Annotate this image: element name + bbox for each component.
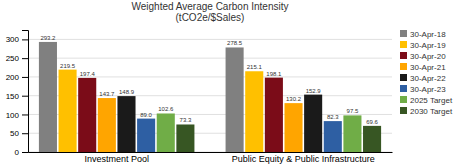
data-label: 97.5 xyxy=(347,108,359,114)
bars xyxy=(39,42,381,152)
y-tick: 200 xyxy=(6,73,28,82)
y-tick: 0 xyxy=(15,148,28,157)
x-axis: Investment Pool Public Equity & Public In… xyxy=(29,153,393,165)
y-tick-mark xyxy=(22,96,28,97)
y-tick-mark xyxy=(22,133,28,134)
y-tick-mark xyxy=(22,58,28,59)
data-label: 198.1 xyxy=(266,71,282,77)
data-labels: 293.2 278.5 219.5 215.1 197.4 198.1 143.7 130.2… xyxy=(40,35,378,125)
bar xyxy=(226,47,244,152)
bar xyxy=(59,70,77,152)
bar xyxy=(137,119,155,152)
legend-label: 30-Apr-21 xyxy=(410,63,446,72)
legend-item: 30-Apr-23 xyxy=(400,85,446,94)
y-tick-label: 50 xyxy=(10,129,19,138)
bar xyxy=(363,126,381,152)
legend-item: 30-Apr-19 xyxy=(400,41,446,50)
legend-swatch xyxy=(400,74,407,81)
legend-label: 2025 Target xyxy=(410,96,453,105)
data-label: 69.6 xyxy=(366,119,378,125)
bar xyxy=(265,78,283,152)
legend-swatch xyxy=(400,63,407,70)
data-label: 278.5 xyxy=(227,40,243,46)
grid-line xyxy=(28,58,392,59)
legend-item: 30-Apr-20 xyxy=(400,52,446,61)
legend-swatch xyxy=(400,30,407,37)
title-line: (tCO2e/$Sales) xyxy=(176,12,245,23)
y-tick-mark xyxy=(22,114,28,115)
legend-swatch xyxy=(400,96,407,103)
data-label: 73.3 xyxy=(180,117,192,123)
legend-label: 2030 Target xyxy=(410,107,453,116)
y-tick-label: 250 xyxy=(6,54,20,63)
y-tick-label: 100 xyxy=(6,111,20,120)
data-label: 130.2 xyxy=(286,96,302,102)
legend-swatch xyxy=(400,107,407,114)
title-line: Weighted Average Carbon Intensity xyxy=(132,1,289,12)
y-tick: 100 xyxy=(6,111,28,120)
x-tick: Investment Pool xyxy=(84,154,149,164)
data-label: 219.5 xyxy=(60,63,76,69)
y-tick-label: 0 xyxy=(15,148,20,157)
legend-label: 30-Apr-22 xyxy=(410,74,446,83)
legend-item: 2030 Target xyxy=(400,107,453,116)
y-tick-label: 150 xyxy=(6,92,20,101)
legend-label: 30-Apr-23 xyxy=(410,85,446,94)
x-tick-label: Public Equity & Public Infrastructure xyxy=(232,154,375,164)
y-axis-line xyxy=(22,31,29,153)
bar xyxy=(157,113,175,152)
legend-swatch xyxy=(400,41,407,48)
y-tick-mark xyxy=(22,39,28,40)
bar xyxy=(304,95,322,152)
legend-swatch xyxy=(400,85,407,92)
legend: 30-Apr-18 30-Apr-19 30-Apr-20 30-Apr-21 30-A… xyxy=(400,30,453,116)
bar xyxy=(39,42,57,152)
bar xyxy=(245,71,263,152)
data-label: 293.2 xyxy=(40,35,56,41)
bar xyxy=(117,96,135,152)
chart: Weighted Average Carbon Intensity(tCO2e/… xyxy=(0,0,474,168)
x-tick-label: Investment Pool xyxy=(84,154,149,164)
bar xyxy=(176,124,194,152)
title: Weighted Average Carbon Intensity(tCO2e/… xyxy=(132,1,289,23)
legend-label: 30-Apr-19 xyxy=(410,41,446,50)
data-label: 148.9 xyxy=(119,89,135,95)
x-tick: Public Equity & Public Infrastructure xyxy=(232,154,375,164)
y-tick: 300 xyxy=(6,35,28,44)
data-label: 215.1 xyxy=(247,64,263,70)
legend-label: 30-Apr-18 xyxy=(410,30,446,39)
bar xyxy=(324,121,342,152)
y-tick-mark xyxy=(22,77,28,78)
legend-item: 30-Apr-21 xyxy=(400,63,446,72)
data-label: 197.4 xyxy=(80,71,96,77)
legend-swatch xyxy=(400,52,407,59)
grid-line xyxy=(28,39,392,40)
legend-item: 30-Apr-18 xyxy=(400,30,446,39)
legend-item: 2025 Target xyxy=(400,96,453,105)
bar xyxy=(343,115,361,152)
bar xyxy=(284,103,302,152)
y-tick: 150 xyxy=(6,92,28,101)
bar xyxy=(98,98,116,152)
y-tick: 50 xyxy=(10,129,28,138)
grid xyxy=(28,39,392,152)
legend-item: 30-Apr-22 xyxy=(400,74,446,83)
data-label: 152.9 xyxy=(306,88,322,94)
y-tick-label: 300 xyxy=(6,35,20,44)
x-axis-line xyxy=(29,152,393,153)
y-axis: 0 50 100 150 200 250 300 xyxy=(6,31,29,158)
y-tick-label: 200 xyxy=(6,73,20,82)
legend-label: 30-Apr-20 xyxy=(410,52,446,61)
data-label: 102.6 xyxy=(158,106,174,112)
y-tick-mark xyxy=(22,152,28,153)
bar xyxy=(78,78,96,152)
data-label: 143.7 xyxy=(99,91,115,97)
plot: 0 50 100 150 200 250 300 Investment Pool Public … xyxy=(6,31,393,165)
y-tick: 250 xyxy=(6,54,28,63)
data-label: 89.0 xyxy=(140,112,152,118)
data-label: 82.3 xyxy=(327,114,339,120)
